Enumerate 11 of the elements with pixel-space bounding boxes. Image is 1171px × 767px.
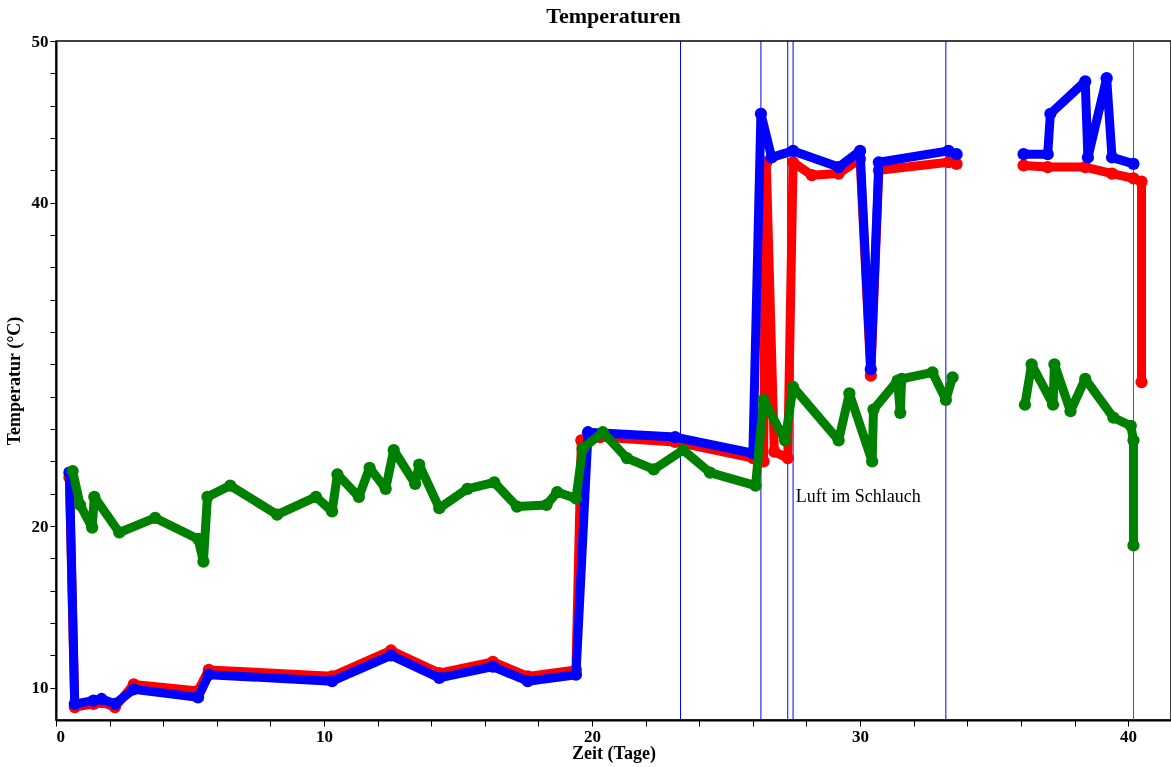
- y-tick-label: 50: [31, 31, 49, 51]
- x-tick-label: 40: [1120, 726, 1138, 746]
- x-tick-label: 10: [316, 726, 334, 746]
- annotation: Luft im Schlauch: [795, 485, 921, 506]
- y-tick-label: 40: [31, 193, 49, 213]
- y-axis-title: Temperatur (°C): [3, 316, 25, 446]
- x-tick-label: 0: [56, 726, 65, 746]
- chart-title: Temperaturen: [546, 3, 681, 28]
- y-tick-label: 20: [31, 516, 49, 536]
- x-tick-label: 30: [852, 726, 870, 746]
- y-tick-label: 10: [31, 678, 49, 698]
